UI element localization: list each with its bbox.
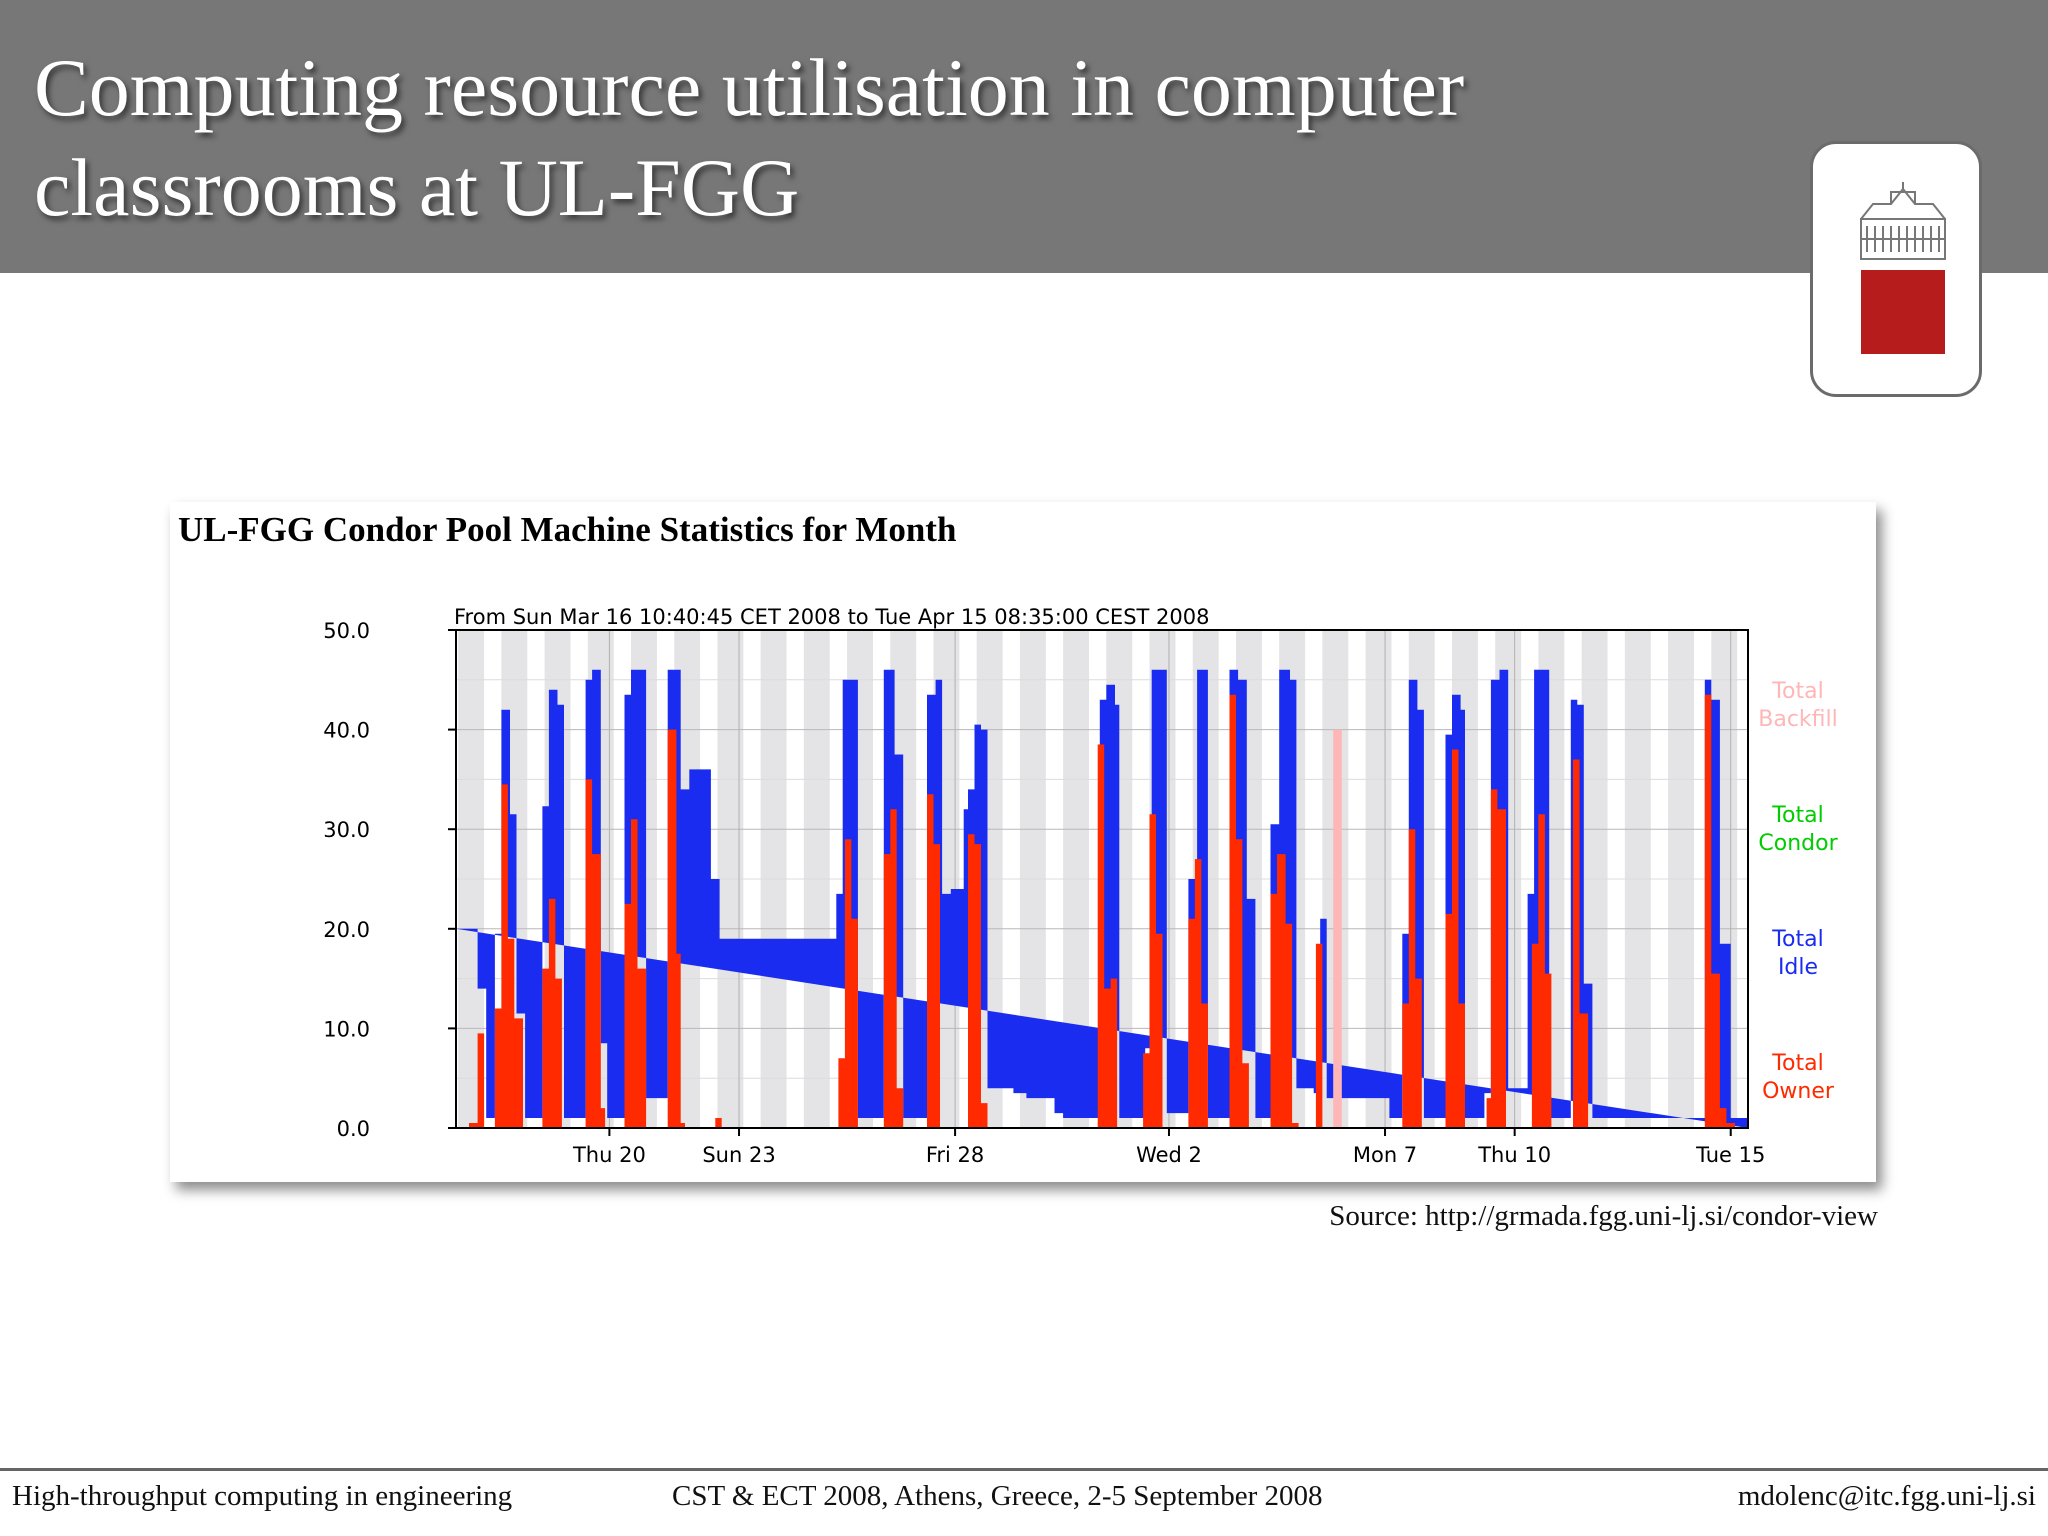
x-tick-label: Fri 28 [926, 1143, 984, 1167]
condor-pool-chart: UL-FGG Condor Pool Machine Statistics fo… [178, 510, 1839, 1167]
x-tick-label: Mon 7 [1353, 1143, 1417, 1167]
x-tick-label: Sun 23 [702, 1143, 775, 1167]
source-caption: Source: http://grmada.fgg.uni-lj.si/cond… [1329, 1200, 1878, 1232]
y-tick-label: 40.0 [323, 719, 370, 743]
y-tick-label: 0.0 [337, 1117, 370, 1141]
chart-title: UL-FGG Condor Pool Machine Statistics fo… [178, 510, 956, 549]
university-logo [1810, 141, 1982, 397]
y-tick-label: 10.0 [323, 1017, 370, 1041]
footer-right: mdolenc@itc.fgg.uni-lj.si [1737, 1480, 2036, 1512]
footer-left: High-throughput computing in engineering [12, 1480, 513, 1512]
chart-subtitle: From Sun Mar 16 10:40:45 CET 2008 to Tue… [454, 605, 1209, 629]
legend: Total Backfill Total Condor Total Idle Total Ow… [1758, 679, 1838, 1104]
footer-divider [0, 1468, 2048, 1471]
legend-total-owner: Total Owner [1762, 1051, 1835, 1104]
legend-total-condor: Total Condor [1758, 803, 1838, 856]
y-tick-labels: 0.0 10.0 20.0 30.0 40.0 50.0 [323, 619, 456, 1141]
series-total-backfill [1333, 729, 1342, 1128]
plot-frame [455, 629, 1749, 1129]
y-tick-label: 50.0 [323, 619, 370, 643]
chart-card: UL-FGG Condor Pool Machine Statistics fo… [170, 502, 1876, 1182]
university-building-logo-icon [1860, 182, 1946, 354]
y-tick-label: 20.0 [323, 918, 370, 942]
x-tick-label: Wed 2 [1136, 1143, 1202, 1167]
legend-total-backfill: Total Backfill [1758, 679, 1838, 732]
slide-header: Computing resource utilisation in comput… [0, 0, 2048, 273]
legend-total-idle: Total Idle [1771, 927, 1823, 980]
slide-title: Computing resource utilisation in comput… [34, 42, 1465, 233]
series-total-owner [469, 694, 1735, 1128]
x-tick-label: Thu 10 [1477, 1143, 1551, 1167]
y-tick-label: 30.0 [323, 818, 370, 842]
axes [455, 629, 1749, 1129]
series-layer [456, 669, 1748, 1128]
footer-center: CST & ECT 2008, Athens, Greece, 2-5 Sept… [672, 1480, 1323, 1512]
x-tick-label: Tue 15 [1695, 1143, 1765, 1167]
x-tick-labels: Thu 20 Sun 23 Fri 28 Wed 2 Mon 7 Thu 10 Tue 15 [572, 1128, 1765, 1167]
x-tick-label: Thu 20 [572, 1143, 646, 1167]
